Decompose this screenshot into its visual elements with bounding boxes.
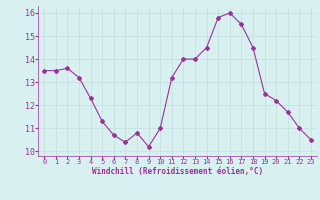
X-axis label: Windchill (Refroidissement éolien,°C): Windchill (Refroidissement éolien,°C) (92, 167, 263, 176)
